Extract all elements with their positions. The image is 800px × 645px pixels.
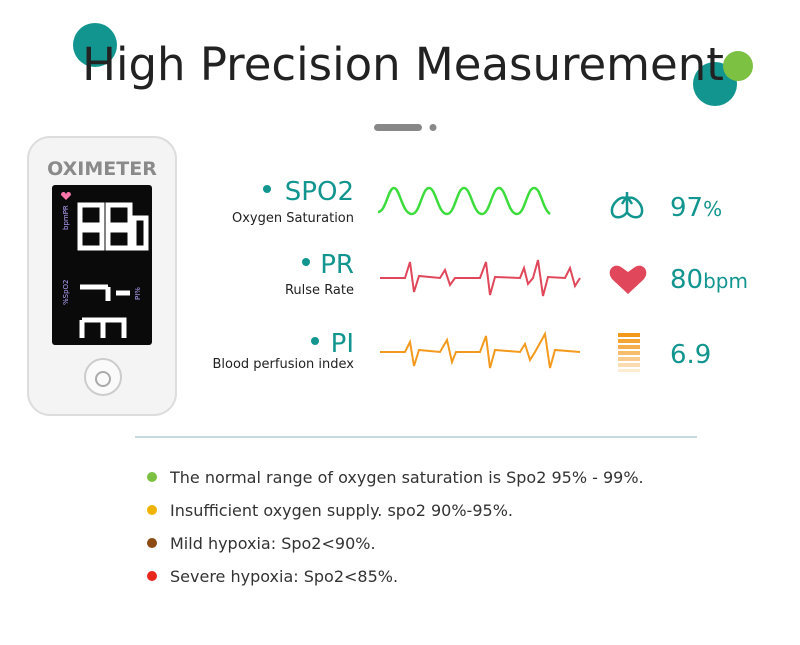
bullet: [311, 337, 319, 345]
device-brand: OXIMETER: [47, 158, 157, 180]
note-text: The normal range of oxygen saturation is…: [169, 468, 644, 487]
metric-value: 6.9: [670, 340, 711, 370]
metric-row: PR Rulse Rate 80bpm: [285, 250, 748, 298]
metric-value: 80bpm: [670, 265, 748, 295]
segments: [77, 202, 149, 338]
slider[interactable]: [374, 124, 422, 131]
metric-description: Rulse Rate: [285, 283, 354, 298]
slider-dot[interactable]: [429, 124, 437, 131]
metric-row: SPO2 Oxygen Saturation 97%: [232, 177, 722, 226]
note-text: Mild hypoxia: Spo2<90%.: [170, 534, 376, 553]
note-text: Insufficient oxygen supply. spo2 90%-95%…: [170, 501, 513, 520]
metric-label: PR: [320, 250, 354, 280]
metric-row: PI Blood perfusion index 6.9: [212, 329, 711, 372]
note-text: Severe hypoxia: Spo2<85%.: [170, 567, 398, 586]
metric-description: Blood perfusion index: [212, 357, 354, 372]
deco-circle: [723, 51, 753, 81]
heart-icon: [61, 192, 71, 200]
pi-bars: [618, 333, 640, 372]
screen-label: PI%: [134, 287, 142, 300]
screen-label: %SpO2: [62, 279, 70, 305]
waveform: [380, 259, 581, 297]
metric-description: Oxygen Saturation: [232, 211, 354, 226]
note-dot: [147, 472, 157, 482]
notes: The normal range of oxygen saturation is…: [147, 468, 644, 586]
power-button[interactable]: [84, 358, 122, 396]
power-icon: [95, 371, 111, 387]
bullet: [302, 258, 310, 266]
metric-value: 97%: [670, 193, 722, 223]
note-dot: [147, 538, 157, 548]
waveform: [377, 186, 551, 216]
title: High Precision Measurement: [82, 38, 724, 91]
heart-icon: [609, 265, 647, 294]
note-dot: [147, 571, 157, 581]
lungs-icon: [610, 192, 644, 219]
bullet: [263, 185, 271, 193]
deco-circle: [73, 23, 117, 67]
metric-label: PI: [331, 329, 354, 359]
note-dot: [147, 505, 157, 515]
screen-label: bpmPR: [62, 205, 70, 230]
metric-label: SPO2: [285, 177, 354, 207]
waveform: [380, 330, 581, 369]
